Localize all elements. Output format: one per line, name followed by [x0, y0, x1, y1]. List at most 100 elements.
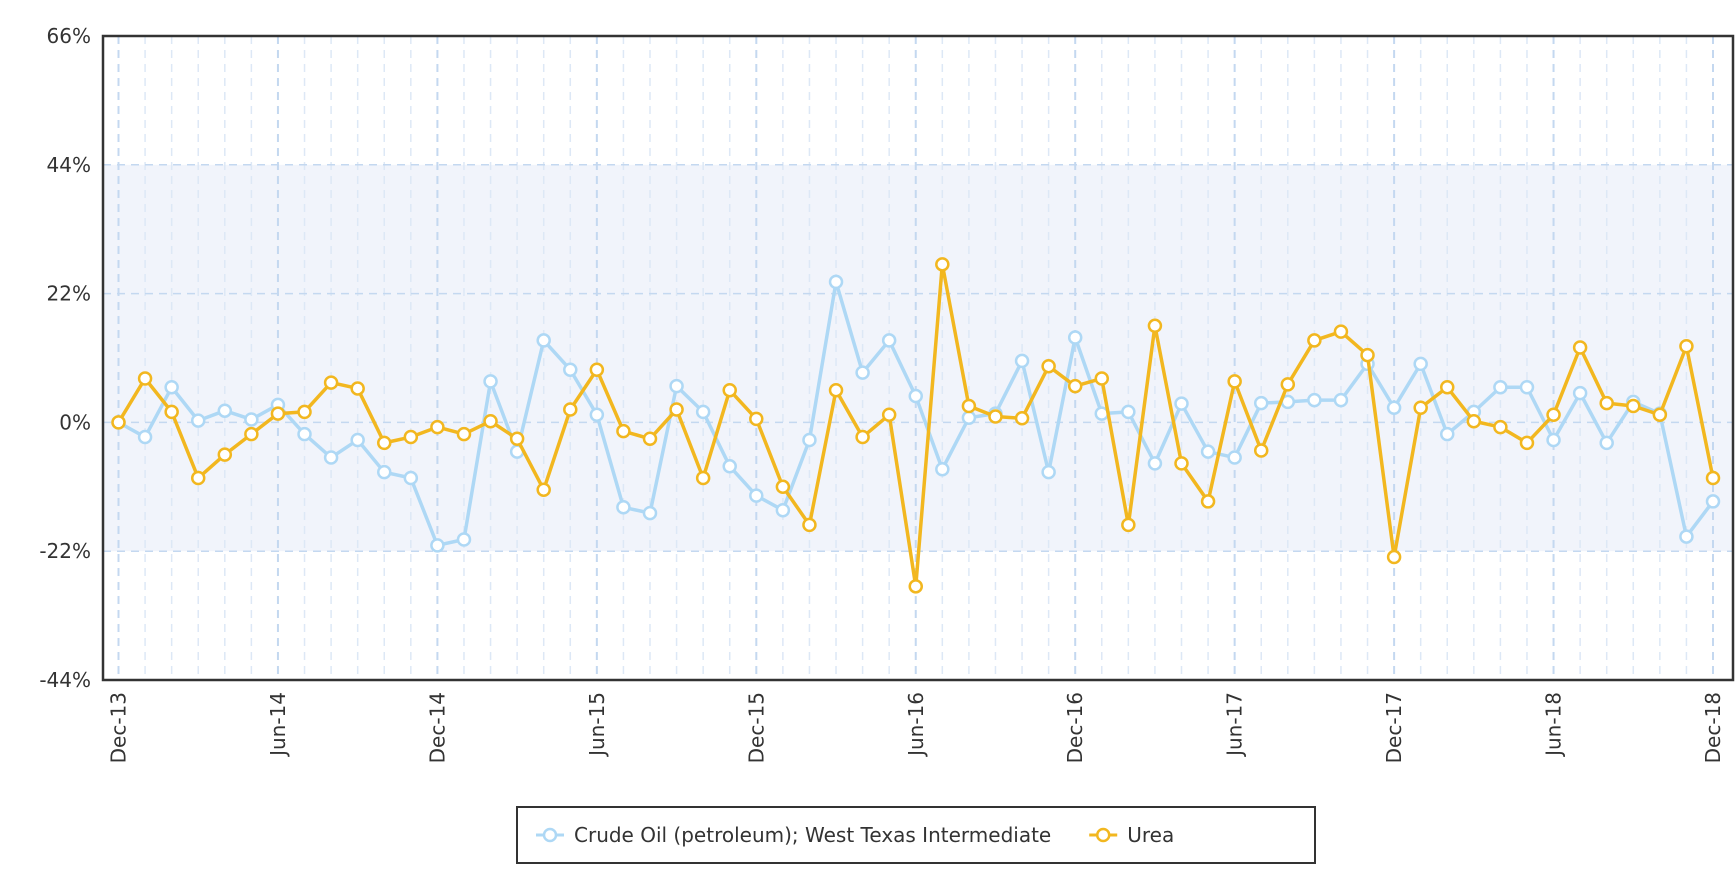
point — [616, 500, 631, 515]
point — [483, 413, 498, 429]
point — [483, 374, 498, 389]
legend-svg: Crude Oil (petroleum); West Texas Interm… — [536, 823, 1174, 847]
point — [1333, 324, 1349, 339]
point — [244, 426, 259, 442]
point — [695, 470, 711, 486]
point — [988, 409, 1003, 424]
point — [1147, 456, 1163, 471]
y-tick-label: -44% — [39, 668, 91, 692]
point — [1147, 318, 1163, 334]
point — [1440, 426, 1455, 442]
point — [589, 407, 605, 423]
x-tick-label: Dec-14 — [425, 692, 449, 763]
point — [270, 406, 286, 421]
point — [1572, 385, 1588, 401]
point — [350, 381, 365, 396]
legend: Crude Oil (petroleum); West Texas Interm… — [516, 806, 1316, 864]
point — [1307, 392, 1322, 408]
point — [563, 402, 578, 417]
point — [1599, 395, 1614, 411]
point — [111, 415, 126, 430]
point — [1174, 456, 1189, 471]
point — [190, 470, 206, 486]
x-tick-label: Dec-17 — [1382, 692, 1406, 763]
point — [1386, 549, 1402, 565]
point — [456, 532, 472, 547]
point — [1466, 413, 1482, 429]
x-tick-label: Jun-15 — [585, 692, 609, 758]
point — [536, 333, 551, 348]
x-tick-label: Dec-15 — [744, 692, 768, 763]
point — [1041, 358, 1056, 374]
point — [1493, 419, 1508, 435]
point — [961, 410, 977, 425]
point — [1067, 330, 1083, 345]
point — [323, 375, 339, 390]
point — [1360, 347, 1375, 363]
band — [103, 164, 1733, 552]
x-tick-label: Dec-13 — [107, 692, 131, 763]
point — [563, 362, 578, 377]
point — [297, 426, 312, 442]
point — [1626, 398, 1641, 414]
point — [1546, 407, 1561, 423]
point — [137, 429, 153, 445]
point — [1227, 450, 1242, 465]
point — [1519, 380, 1535, 395]
point — [1280, 377, 1296, 392]
point — [669, 402, 684, 417]
point — [1253, 443, 1269, 458]
legend-marker — [1095, 827, 1111, 843]
point — [616, 423, 631, 439]
point — [828, 274, 844, 290]
point — [722, 459, 737, 474]
point — [908, 388, 923, 404]
point — [1307, 333, 1322, 348]
point — [935, 257, 950, 272]
legend-label: Urea — [1127, 823, 1174, 847]
point — [1014, 353, 1030, 369]
point — [1519, 435, 1535, 451]
point — [536, 482, 551, 497]
point — [1599, 435, 1614, 451]
point — [1440, 380, 1455, 395]
point — [749, 488, 764, 503]
point — [722, 382, 737, 398]
point — [1121, 517, 1136, 533]
point — [137, 371, 153, 386]
point — [1413, 356, 1428, 372]
point — [802, 432, 817, 448]
point — [775, 502, 791, 518]
point — [1014, 411, 1030, 426]
y-tick-label: 22% — [47, 282, 91, 306]
point — [749, 411, 764, 427]
x-tick-label: Jun-17 — [1223, 692, 1247, 758]
x-tick-label: Jun-16 — [904, 692, 928, 758]
point — [297, 404, 312, 420]
point — [1227, 374, 1242, 389]
point — [244, 412, 259, 427]
point — [1652, 407, 1668, 423]
point — [1200, 444, 1216, 459]
point — [775, 479, 791, 495]
point — [1067, 378, 1083, 394]
point — [695, 404, 711, 420]
point — [1679, 529, 1694, 544]
point — [164, 380, 179, 395]
plot-frame — [101, 34, 1735, 682]
point — [1546, 432, 1561, 448]
point — [1386, 400, 1402, 416]
point — [1253, 395, 1269, 411]
point — [1333, 392, 1349, 408]
point — [855, 365, 870, 380]
point — [190, 413, 206, 428]
point — [430, 538, 445, 553]
point — [589, 362, 605, 377]
point — [403, 429, 419, 445]
point — [1200, 494, 1216, 509]
point — [908, 579, 923, 594]
x-tick-label: Dec-18 — [1701, 692, 1725, 763]
point — [669, 378, 684, 394]
point — [881, 333, 897, 348]
point — [377, 464, 392, 480]
